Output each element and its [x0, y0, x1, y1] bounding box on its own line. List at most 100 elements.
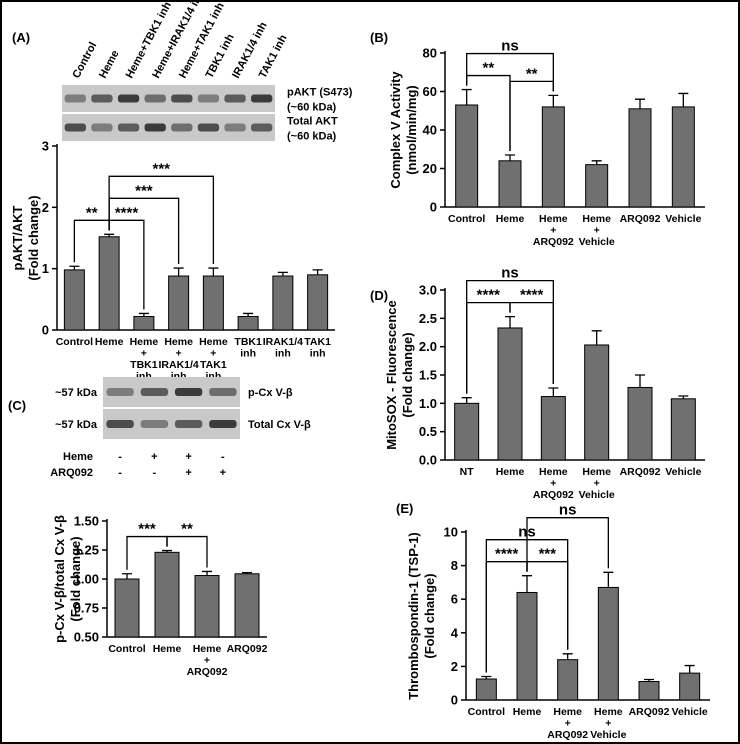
x-tick-label: Heme [553, 706, 582, 718]
y-tick-label: 4 [451, 625, 459, 640]
blot-label: pAKT (S473) [287, 87, 353, 99]
significance-label: ns [501, 265, 519, 282]
x-tick-label: IRAK1/4 [158, 359, 198, 371]
x-tick-label: Heme [153, 643, 182, 655]
condition-label: Heme [63, 451, 93, 463]
y-tick-label: 0 [42, 323, 49, 338]
error-bar [481, 675, 492, 679]
panel-label: (B) [370, 30, 388, 45]
significance-label: *** [135, 182, 153, 199]
x-tick-label: TBK1 [234, 336, 262, 348]
error-bar [522, 575, 532, 593]
lane-label: Control [70, 40, 99, 80]
bar [557, 659, 579, 701]
y-tick-label: 3 [42, 139, 49, 154]
x-tick-label: Heme [164, 336, 193, 348]
error-bar [69, 265, 80, 270]
blot-size: ~57 kDa [55, 387, 98, 399]
x-tick-label: Heme [582, 213, 611, 225]
significance-label: **** [520, 287, 544, 304]
x-tick-label: Heme [539, 213, 568, 225]
x-tick-label: Heme [95, 336, 124, 348]
bar [585, 164, 609, 208]
bar [679, 672, 701, 701]
blot-band [197, 94, 220, 103]
significance-label: ** [526, 65, 538, 82]
condition-sign: - [118, 467, 122, 479]
x-tick-label: ARQ092 [629, 706, 670, 718]
condition-sign: - [153, 467, 157, 479]
error-bar [122, 573, 132, 579]
x-tick-label: Heme [130, 336, 159, 348]
x-tick-label: inh [275, 348, 291, 360]
error-bar [173, 267, 184, 277]
y-axis-label: MitoSOX - Fluorescence [384, 300, 399, 450]
x-tick-label: Vehicle [665, 466, 701, 478]
blot-band [251, 123, 273, 132]
y-tick-label: 1 [42, 261, 49, 276]
x-tick-label: + [594, 225, 600, 237]
significance-label: **** [477, 287, 501, 304]
lane-label: Heme [97, 48, 122, 80]
x-tick-label: + [594, 478, 600, 490]
condition-sign: + [151, 451, 157, 463]
x-tick-label: + [605, 718, 611, 730]
y-tick-label: 0 [430, 200, 437, 215]
blot-band [144, 94, 166, 103]
x-tick-label: NT [460, 466, 475, 478]
y-tick-label: 3.0 [419, 283, 437, 298]
x-tick-label: Control [468, 706, 505, 718]
x-tick-label: + [176, 348, 182, 360]
bar [237, 316, 259, 331]
blot-band [174, 420, 203, 428]
x-tick-label: Control [56, 336, 93, 348]
x-tick-label: Vehicle [579, 489, 615, 501]
condition-label: ARQ092 [50, 467, 93, 479]
y-tick-label: 2.0 [419, 339, 437, 354]
error-bar [548, 387, 559, 397]
blot-band [106, 420, 134, 428]
x-tick-label: Heme [582, 466, 611, 478]
condition-sign: - [221, 451, 225, 463]
blot-band [171, 123, 193, 132]
error-bar [505, 154, 515, 161]
significance-bracket [108, 175, 215, 265]
y-tick-label: 0.5 [419, 424, 437, 439]
x-tick-label: ARQ092 [620, 213, 661, 225]
blot-band [117, 123, 140, 132]
x-tick-label: Vehicle [672, 706, 708, 718]
y-tick-label: 1.50 [74, 514, 99, 529]
condition-sign: + [185, 467, 191, 479]
blot-band [224, 123, 246, 132]
significance-label: *** [138, 521, 156, 538]
bar [475, 678, 497, 701]
significance-label: *** [152, 160, 170, 177]
panel-label: (C) [8, 398, 26, 413]
significance-label: *** [539, 546, 557, 563]
x-tick-label: TBK1 [130, 359, 158, 371]
panel-label: (E) [396, 501, 413, 516]
error-bar [603, 571, 614, 588]
x-tick-label: Control [108, 643, 145, 655]
error-bar [635, 98, 645, 109]
x-tick-label: IRAK1/4 [263, 336, 303, 348]
blot-band [64, 123, 86, 132]
x-tick-label: Vehicle [579, 236, 615, 248]
significance-label: ns [501, 38, 519, 55]
error-bar [104, 233, 115, 237]
x-tick-label: ARQ092 [620, 466, 661, 478]
blot-label: (~60 kDa) [287, 102, 337, 114]
significance-label: ** [482, 60, 494, 77]
blot-band [140, 388, 169, 396]
bar [63, 269, 85, 331]
significance-bracket [466, 52, 554, 92]
error-bar [242, 571, 252, 574]
blot-label: (~60 kDa) [287, 131, 337, 143]
significance-label: **** [495, 546, 519, 563]
bar [671, 106, 695, 208]
significance-label: ** [86, 204, 98, 221]
y-tick-label: 2 [451, 659, 458, 674]
bar [194, 575, 220, 638]
